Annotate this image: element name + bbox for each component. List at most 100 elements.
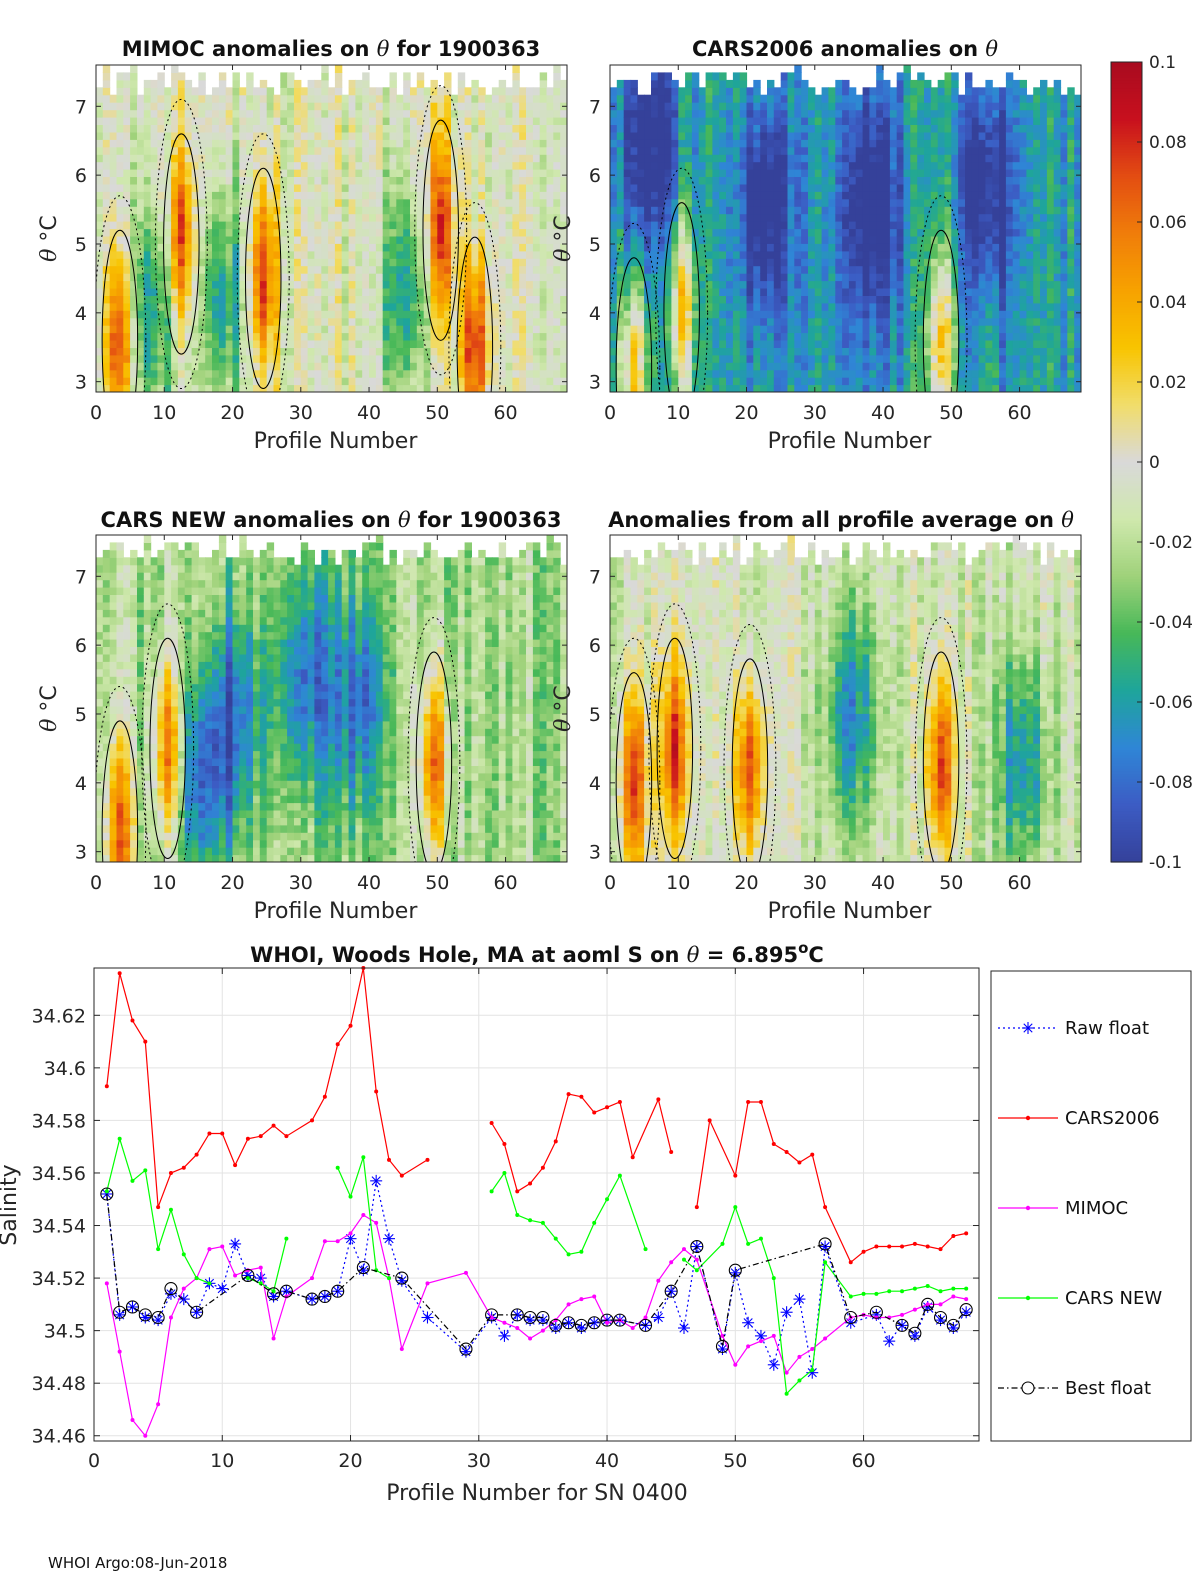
heatmap-cell xyxy=(512,369,520,378)
heatmap-cell xyxy=(171,198,179,207)
heatmap-cell xyxy=(930,87,939,96)
heatmap-cell xyxy=(532,250,541,259)
heatmap-cell xyxy=(225,384,234,392)
heatmap-cell xyxy=(657,258,666,267)
heatmap-cell xyxy=(814,354,823,363)
heatmap-cell xyxy=(519,273,527,282)
heatmap-cell xyxy=(657,235,666,244)
heatmap-cell xyxy=(375,325,384,334)
heatmap-cell xyxy=(767,310,775,319)
heatmap-cell xyxy=(526,109,534,118)
heatmap-cell xyxy=(732,213,741,222)
heatmap-cell xyxy=(610,213,618,222)
heatmap-cell xyxy=(491,273,500,282)
heatmap-cell xyxy=(362,109,370,118)
heatmap-cell xyxy=(491,250,500,259)
heatmap-cell xyxy=(630,273,638,282)
heatmap-cell xyxy=(691,191,700,200)
heatmap-cell xyxy=(553,72,561,81)
heatmap-cell xyxy=(239,340,247,348)
heatmap-cell xyxy=(937,332,946,341)
heatmap-cell xyxy=(396,146,404,155)
heatmap-cell xyxy=(937,124,946,133)
heatmap-cell xyxy=(294,235,302,244)
heatmap-cell xyxy=(157,295,165,304)
heatmap-cell xyxy=(410,340,418,348)
heatmap-cell xyxy=(116,131,124,140)
heatmap-cell xyxy=(300,169,309,177)
heatmap-cell xyxy=(232,384,240,392)
heatmap-cell xyxy=(375,243,384,252)
heatmap-cell xyxy=(389,362,397,371)
heatmap-cell xyxy=(171,273,179,282)
heatmap-cell xyxy=(362,347,370,356)
heatmap-cell xyxy=(109,377,118,386)
heatmap-cell xyxy=(637,310,645,319)
heatmap-cell xyxy=(130,146,138,155)
heatmap-cell xyxy=(157,146,165,155)
heatmap-cell xyxy=(719,302,727,311)
heatmap-cell xyxy=(876,243,884,252)
heatmap-cell xyxy=(698,87,707,96)
heatmap-cell xyxy=(671,235,679,244)
heatmap-cell xyxy=(896,317,905,326)
heatmap-cell xyxy=(773,87,782,96)
heatmap-cell xyxy=(630,87,638,96)
heatmap-cell xyxy=(869,131,877,140)
heatmap-cell xyxy=(889,183,898,192)
heatmap-cell xyxy=(842,295,850,304)
heatmap-cell xyxy=(416,250,425,259)
heatmap-cell xyxy=(150,109,158,118)
heatmap-cell xyxy=(328,302,336,311)
heatmap-cell xyxy=(382,161,391,170)
heatmap-cell xyxy=(382,362,391,371)
heatmap-cell xyxy=(505,250,513,259)
heatmap-cell xyxy=(753,295,761,304)
heatmap-cell xyxy=(212,161,220,170)
heatmap-cell xyxy=(753,310,761,319)
heatmap-cell xyxy=(307,310,315,319)
heatmap-cell xyxy=(375,250,384,259)
heatmap-cell xyxy=(205,109,213,118)
heatmap-cell xyxy=(924,340,932,348)
heatmap-cell xyxy=(937,228,946,237)
heatmap-cell xyxy=(862,176,870,185)
heatmap-cell xyxy=(259,198,268,207)
heatmap-cell xyxy=(437,139,445,148)
heatmap-cell xyxy=(191,176,199,185)
heatmap-cell xyxy=(212,87,220,96)
heatmap-cell xyxy=(102,109,111,118)
heatmap-cell xyxy=(451,221,459,230)
heatmap-cell xyxy=(773,102,782,111)
heatmap-cell xyxy=(896,228,905,237)
heatmap-cell xyxy=(808,139,816,148)
heatmap-cell xyxy=(218,131,227,140)
heatmap-cell xyxy=(889,228,898,237)
heatmap-cell xyxy=(862,198,870,207)
heatmap-cell xyxy=(937,243,946,252)
heatmap-cell xyxy=(678,87,686,96)
heatmap-cell xyxy=(362,213,370,222)
heatmap-cell xyxy=(917,302,925,311)
heatmap-cell xyxy=(664,221,672,230)
heatmap-cell xyxy=(910,235,918,244)
heatmap-cell xyxy=(719,87,727,96)
heatmap-cell xyxy=(657,325,666,334)
heatmap-cell xyxy=(464,228,472,237)
heatmap-cell xyxy=(259,154,268,163)
heatmap-cell xyxy=(116,302,124,311)
heatmap-cell xyxy=(651,317,659,326)
heatmap-cell xyxy=(362,221,370,230)
heatmap-cell xyxy=(403,332,411,341)
heatmap-cell xyxy=(464,265,472,274)
heatmap-cell xyxy=(903,384,911,392)
heatmap-cell xyxy=(280,72,288,81)
heatmap-cell xyxy=(910,369,918,378)
heatmap-cell xyxy=(253,228,261,237)
heatmap-cell xyxy=(280,154,288,163)
heatmap-cell xyxy=(753,213,761,222)
heatmap-cell xyxy=(616,384,625,392)
heatmap-cell xyxy=(198,176,206,185)
heatmap-cell xyxy=(780,377,789,386)
heatmap-cell xyxy=(862,384,870,392)
